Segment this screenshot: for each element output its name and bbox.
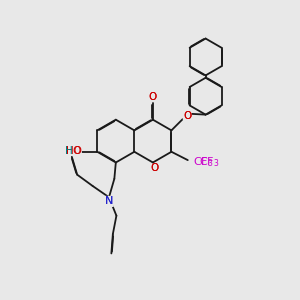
Text: H: H: [65, 146, 73, 156]
FancyBboxPatch shape: [65, 148, 82, 156]
Text: N: N: [105, 196, 113, 206]
FancyBboxPatch shape: [104, 198, 114, 205]
Text: O: O: [183, 111, 191, 121]
Text: O: O: [150, 163, 158, 173]
Text: O: O: [183, 111, 191, 121]
FancyBboxPatch shape: [150, 164, 159, 172]
Text: CF$_3$: CF$_3$: [193, 156, 214, 170]
Text: O: O: [149, 92, 157, 102]
Text: N: N: [105, 196, 113, 206]
Text: O: O: [149, 92, 157, 102]
Text: HO: HO: [65, 146, 82, 156]
Text: O: O: [150, 163, 158, 173]
Text: CF$_3$: CF$_3$: [199, 156, 220, 170]
Text: O: O: [72, 146, 81, 156]
FancyBboxPatch shape: [183, 112, 192, 120]
FancyBboxPatch shape: [148, 94, 157, 101]
FancyBboxPatch shape: [192, 158, 214, 166]
